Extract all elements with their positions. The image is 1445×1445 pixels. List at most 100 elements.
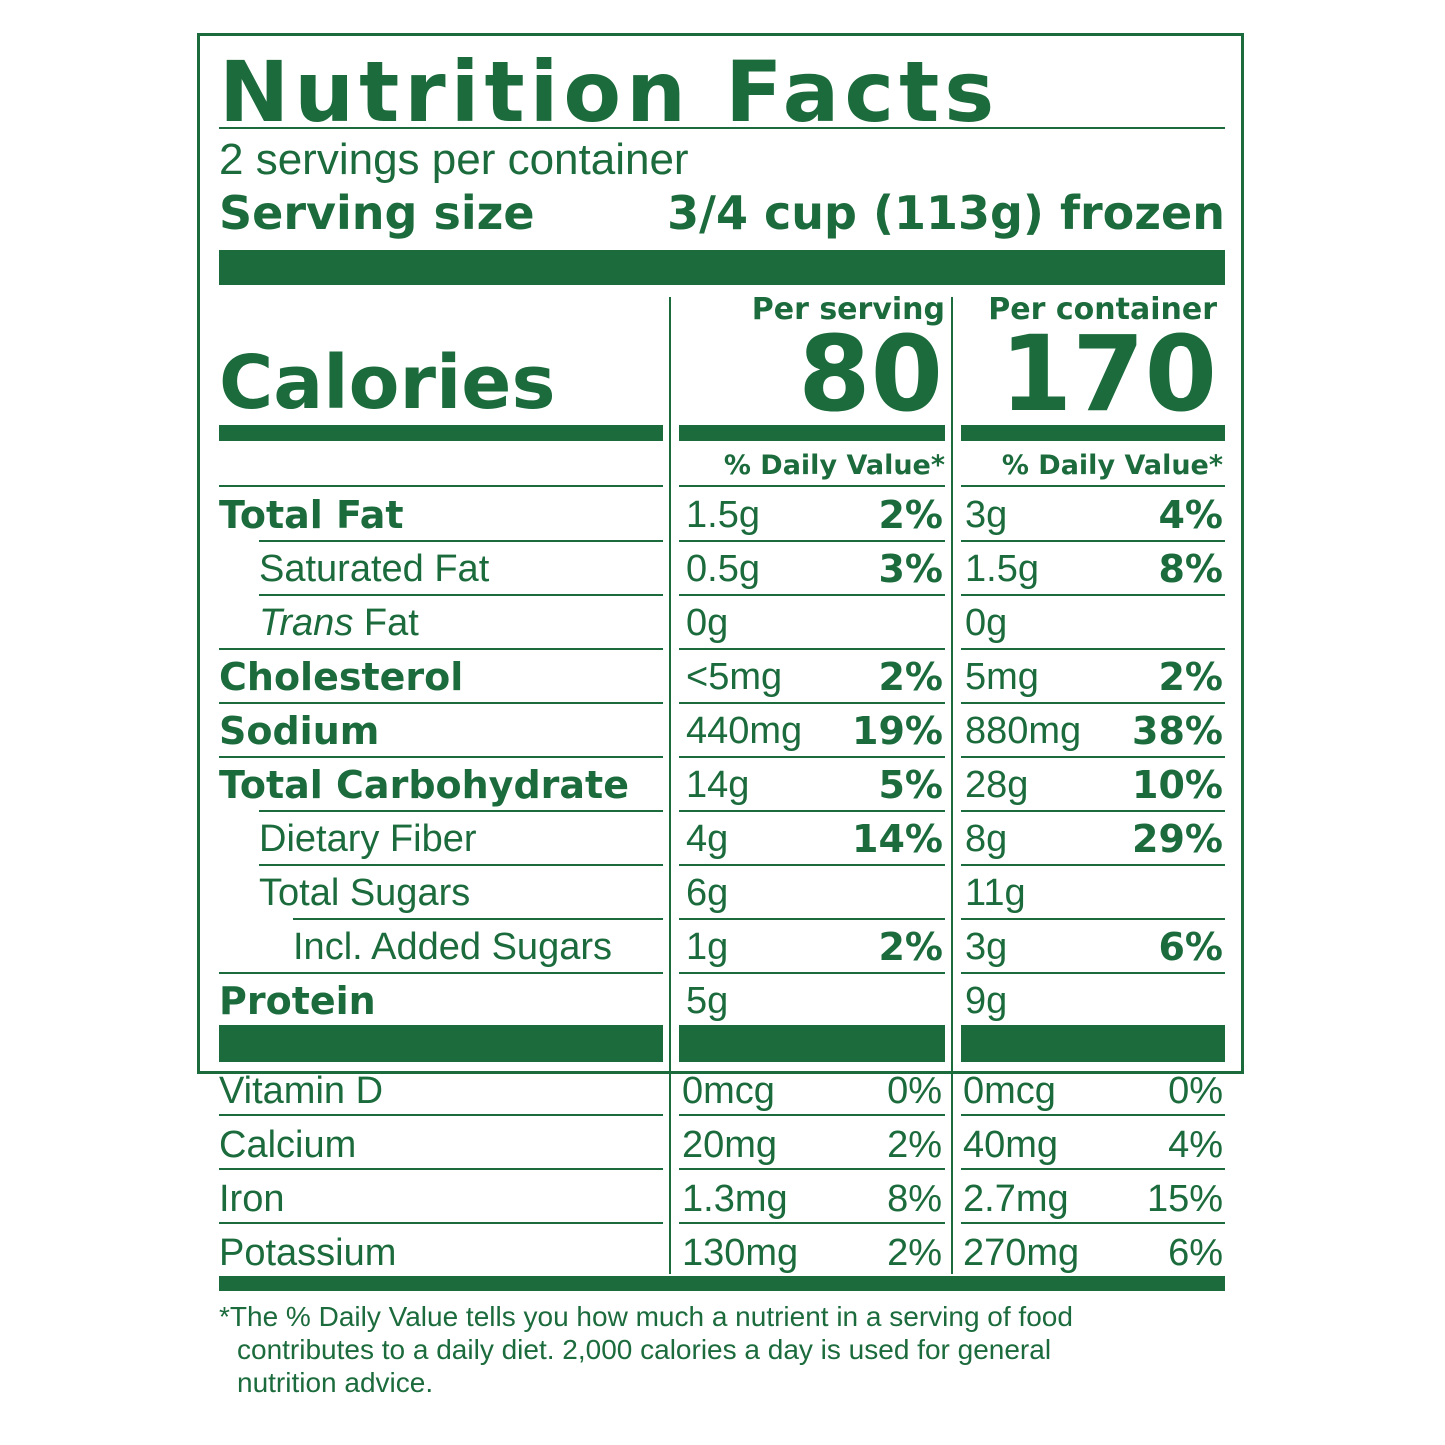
thick-rule-vitamins-2 — [679, 1025, 945, 1062]
column-divider-2 — [951, 297, 953, 1274]
title-rule — [219, 127, 1225, 129]
row-divider — [219, 1168, 663, 1170]
servings-per-container: 2 servings per container — [219, 135, 689, 184]
nutrient-name: Total Sugars — [259, 872, 471, 914]
container-percent: 6% — [1158, 925, 1223, 969]
row-divider — [219, 1114, 663, 1116]
container-amount: 5mg — [965, 656, 1039, 698]
row-divider — [679, 702, 945, 704]
container-amount: 0g — [965, 602, 1008, 644]
vitamin-serving-percent: 2% — [887, 1232, 942, 1274]
row-divider — [259, 810, 663, 812]
vitamin-container-amount: 2.7mg — [963, 1178, 1069, 1220]
vitamin-name: Potassium — [219, 1232, 397, 1274]
row-divider — [219, 1222, 663, 1224]
nutrient-name-italic: Trans — [259, 602, 354, 644]
row-divider — [961, 648, 1225, 650]
serving-percent: 19% — [852, 709, 943, 753]
serving-amount: 1.5g — [686, 494, 760, 536]
row-divider — [961, 594, 1225, 596]
nutrient-name: Total Carbohydrate — [219, 763, 629, 807]
row-divider — [961, 702, 1225, 704]
serving-amount: <5mg — [686, 656, 783, 698]
serving-percent: 2% — [878, 655, 943, 699]
container-percent: 4% — [1158, 493, 1223, 537]
serving-amount: 5g — [686, 980, 729, 1022]
vitamin-serving-amount: 20mg — [682, 1124, 778, 1166]
nutrient-name: Dietary Fiber — [259, 818, 477, 860]
vitamin-serving-percent: 2% — [887, 1124, 942, 1166]
row-divider — [219, 756, 663, 758]
row-divider — [961, 972, 1225, 974]
vitamin-serving-amount: 130mg — [682, 1232, 799, 1274]
nutrient-name: Cholesterol — [219, 655, 464, 699]
row-divider — [961, 756, 1225, 758]
per-serving-header: Per serving — [751, 292, 945, 327]
serving-amount: 440mg — [686, 710, 803, 752]
thick-rule-top — [219, 250, 1225, 285]
footnote-line-2: contributes to a daily diet. 2,000 calor… — [237, 1334, 1052, 1365]
row-divider — [679, 485, 945, 487]
per-container-header: Per container — [988, 292, 1217, 327]
serving-amount: 0g — [686, 602, 729, 644]
nutrient-name-rest: Fat — [353, 602, 419, 644]
row-divider — [961, 1222, 1225, 1224]
container-percent: 38% — [1132, 709, 1223, 753]
row-divider — [679, 648, 945, 650]
nutrition-label-border — [197, 33, 1244, 1074]
vitamin-container-amount: 0mcg — [963, 1070, 1056, 1112]
row-divider — [679, 810, 945, 812]
row-divider — [961, 864, 1225, 866]
vitamin-container-amount: 40mg — [963, 1124, 1059, 1166]
container-amount: 11g — [965, 872, 1026, 914]
row-divider — [293, 918, 663, 920]
row-divider — [961, 485, 1225, 487]
nutrient-name: Trans Fat — [259, 604, 419, 642]
serving-size-label: Serving size — [219, 186, 535, 240]
row-divider — [961, 1114, 1225, 1116]
container-percent: 2% — [1158, 655, 1223, 699]
row-divider — [259, 540, 663, 542]
row-divider — [679, 594, 945, 596]
row-divider — [259, 594, 663, 596]
serving-percent: 5% — [878, 763, 943, 807]
calories-per-container: 170 — [999, 313, 1217, 435]
row-divider — [259, 864, 663, 866]
container-percent: 29% — [1132, 817, 1223, 861]
footnote: *The % Daily Value tells you how much a … — [219, 1300, 1219, 1399]
calories-rule-3 — [961, 425, 1225, 441]
dv-header-serving: % Daily Value* — [723, 450, 945, 481]
thick-rule-bottom — [219, 1276, 1225, 1291]
calories-rule-1 — [219, 425, 663, 441]
vitamin-container-percent: 6% — [1168, 1232, 1223, 1274]
serving-percent: 2% — [878, 493, 943, 537]
vitamin-serving-percent: 8% — [887, 1178, 942, 1220]
vitamin-name: Vitamin D — [219, 1070, 384, 1112]
row-divider — [961, 918, 1225, 920]
calories-rule-2 — [679, 425, 945, 441]
serving-amount: 1g — [686, 926, 729, 968]
container-amount: 8g — [965, 818, 1008, 860]
container-amount: 3g — [965, 926, 1008, 968]
container-amount: 1.5g — [965, 548, 1039, 590]
row-divider — [961, 540, 1225, 542]
vitamin-container-percent: 15% — [1146, 1178, 1223, 1220]
row-divider — [679, 972, 945, 974]
row-divider — [679, 1168, 945, 1170]
serving-amount: 4g — [686, 818, 729, 860]
row-divider — [219, 485, 663, 487]
row-divider — [961, 1168, 1225, 1170]
nutrient-name: Sodium — [219, 709, 380, 753]
nutrient-name: Saturated Fat — [259, 548, 490, 590]
container-percent: 10% — [1132, 763, 1223, 807]
vitamin-serving-amount: 1.3mg — [682, 1178, 788, 1220]
serving-percent: 14% — [852, 817, 943, 861]
nutrient-name: Total Fat — [219, 493, 404, 537]
container-amount: 28g — [965, 764, 1029, 806]
container-amount: 3g — [965, 494, 1008, 536]
vitamin-serving-percent: 0% — [887, 1070, 942, 1112]
vitamin-container-percent: 4% — [1168, 1124, 1223, 1166]
vitamin-container-percent: 0% — [1168, 1070, 1223, 1112]
dv-header-container: % Daily Value* — [1001, 450, 1223, 481]
thick-rule-vitamins-3 — [961, 1025, 1225, 1062]
